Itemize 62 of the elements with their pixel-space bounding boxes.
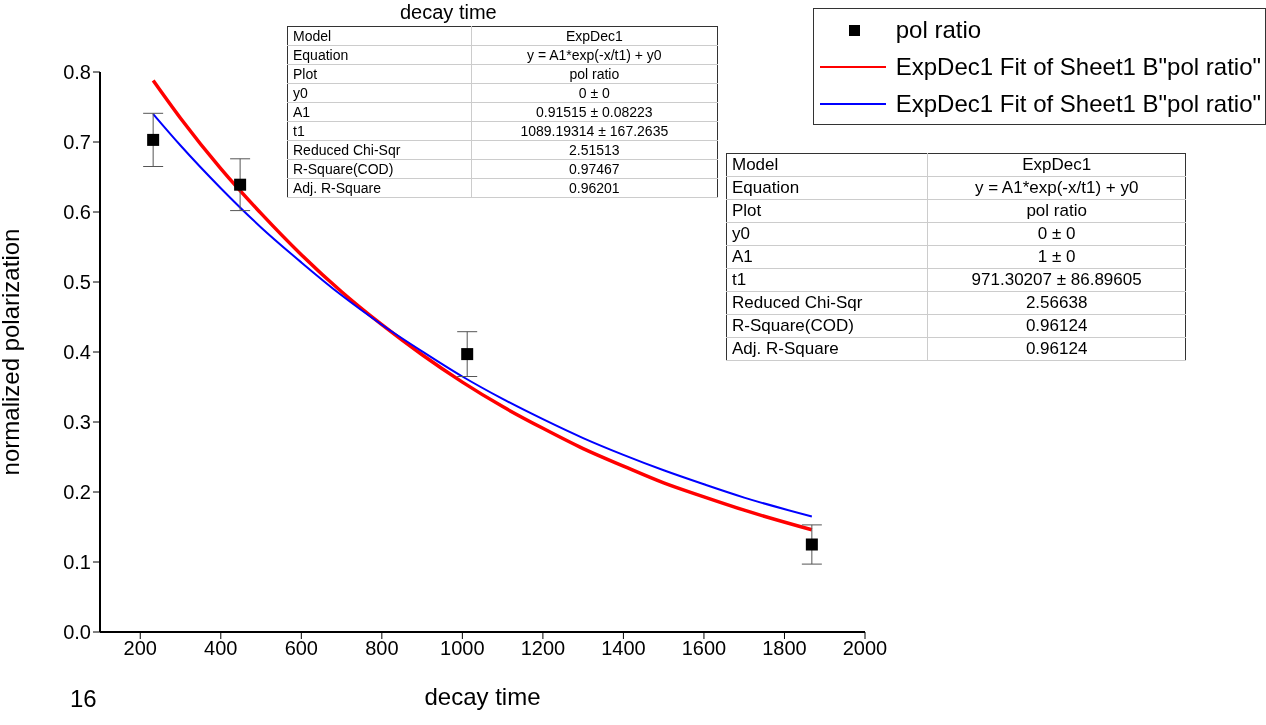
y-tick-label: 0.3 [63, 411, 91, 434]
y-tick-label: 0.8 [63, 61, 91, 84]
annotation: Adj. R-Square [287, 178, 472, 198]
x-tick-label: 1800 [762, 637, 807, 660]
annotation: Adj. R-Square [726, 337, 928, 361]
annotation: 1089.19314 ± 167.2635 [471, 121, 718, 141]
y-tick-label: 0.1 [63, 551, 91, 574]
text: 0 ± 0 [1037, 224, 1076, 243]
x-tick-label: 1400 [601, 637, 646, 660]
text: pol ratio [1026, 201, 1087, 220]
text: Equation [293, 47, 349, 63]
y-tick-label: 0.6 [63, 201, 91, 224]
y-tick-label: 0.4 [63, 341, 91, 364]
annotation: 2.51513 [471, 140, 718, 160]
text: 971.30207 ± 86.89605 [971, 270, 1142, 289]
text: 2.56638 [1025, 293, 1088, 312]
chart-title: decay time [400, 0, 497, 24]
y-tick-label: 0.5 [63, 271, 91, 294]
y-tick-label: 0.0 [63, 621, 91, 644]
x-tick-label: 1000 [440, 637, 485, 660]
legend-label: ExpDec1 Fit of Sheet1 B"pol ratio" [895, 89, 1261, 118]
legend-label: ExpDec1 Fit of Sheet1 B"pol ratio" [895, 52, 1261, 81]
annotation: 0.91515 ± 0.08223 [471, 102, 718, 122]
text: 0.96124 [1025, 339, 1088, 358]
annotation: Model [726, 153, 928, 177]
annotation: R-Square(COD) [287, 159, 472, 179]
text: y = A1*exp(-x/t1) + y0 [527, 47, 662, 63]
annotation: R-Square(COD) [726, 314, 928, 338]
text: ExpDec1 [1022, 155, 1092, 174]
x-axis-title: decay time [424, 683, 541, 710]
text: 1 ± 0 [1037, 247, 1076, 266]
x-tick-label: 200 [123, 637, 157, 660]
annotation: y0 [726, 222, 928, 246]
text: Model [293, 28, 332, 44]
annotation: Reduced Chi-Sqr [287, 140, 472, 160]
annotation: Plot [726, 199, 928, 223]
annotation: y0 [287, 83, 472, 103]
x-tick-label: 1200 [520, 637, 566, 660]
annotation: 0.97467 [471, 159, 718, 179]
annotation: t1 [726, 268, 928, 292]
x-tick-label: 400 [204, 637, 238, 660]
annotation: Plot [287, 64, 472, 84]
annotation: Reduced Chi-Sqr [726, 291, 928, 315]
annotation: 0 ± 0 [471, 83, 718, 103]
annotation: Equation [726, 176, 928, 200]
legend-label: pol ratio [895, 15, 982, 44]
x-tick-label: 2000 [842, 637, 888, 660]
annotation: t1 [287, 121, 472, 141]
y-axis-title: normalized polarization [0, 228, 24, 476]
x-tick-label: 800 [365, 637, 399, 660]
x-tick-label: 600 [284, 637, 318, 660]
annotation: 0.96201 [471, 178, 718, 198]
annotation: pol ratio [471, 64, 718, 84]
annotation: A1 [726, 245, 928, 269]
text: y = A1*exp(-x/t1) + y0 [974, 178, 1139, 197]
y-tick-label: 0.7 [63, 131, 91, 154]
annotation: A1 [287, 102, 472, 122]
text: 0.96124 [1025, 316, 1088, 335]
text: 16 [70, 685, 97, 713]
text: ExpDec1 [565, 28, 623, 44]
y-tick-label: 0.2 [63, 481, 91, 504]
x-tick-label: 1600 [681, 637, 727, 660]
